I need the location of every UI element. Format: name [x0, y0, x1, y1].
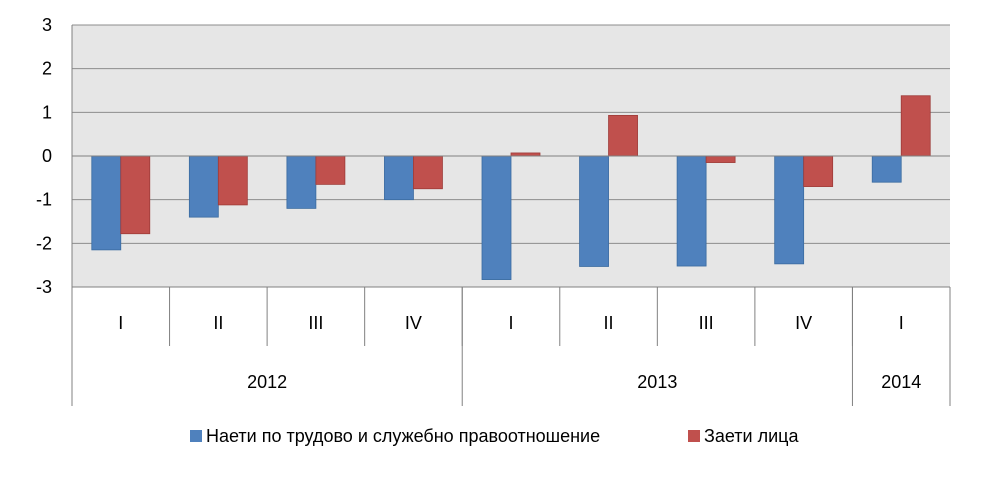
- bar-employees-8: [871, 155, 902, 183]
- category-label: I: [899, 313, 904, 333]
- bar-employees-3: [384, 155, 414, 201]
- legend-label: Заети лица: [704, 426, 799, 446]
- legend-swatch: [688, 430, 700, 442]
- bar-employed-3: [413, 155, 443, 190]
- category-label: IV: [405, 313, 422, 333]
- bar-employed-2: [315, 155, 346, 185]
- y-tick-label: -2: [36, 233, 52, 253]
- legend-swatch: [190, 430, 202, 442]
- bar-employed-5: [608, 114, 638, 157]
- bar-employees-4: [481, 155, 512, 280]
- year-label: 2014: [881, 372, 921, 392]
- bar-employees-6: [676, 155, 707, 267]
- y-tick-label: 2: [42, 59, 52, 79]
- category-label: II: [213, 313, 223, 333]
- bar-employees-5: [579, 155, 609, 267]
- category-label: III: [308, 313, 323, 333]
- bar-employed-1: [217, 155, 248, 206]
- y-tick-label: 3: [42, 15, 52, 35]
- category-label: I: [508, 313, 513, 333]
- y-axis-labels: -3 -2 -1 0 1 2 3: [36, 15, 52, 297]
- y-tick-label: 0: [42, 146, 52, 166]
- bar-employed-7: [803, 155, 834, 187]
- bar-employees-0: [91, 155, 122, 251]
- bar-employees-2: [286, 155, 317, 209]
- legend-label: Наети по трудово и служебно правоотношен…: [206, 426, 600, 446]
- category-label: III: [699, 313, 714, 333]
- bars: [91, 95, 931, 280]
- category-label: I: [118, 313, 123, 333]
- y-tick-label: -3: [36, 277, 52, 297]
- bar-employed-8: [900, 95, 931, 157]
- bar-employed-6: [705, 155, 736, 163]
- category-label: II: [604, 313, 614, 333]
- year-label: 2012: [247, 372, 287, 392]
- y-tick-label: -1: [36, 190, 52, 210]
- bar-employed-0: [120, 155, 151, 235]
- category-label: IV: [795, 313, 812, 333]
- bar-employees-1: [188, 155, 219, 218]
- legend: Наети по трудово и служебно правоотношен…: [190, 426, 799, 446]
- y-tick-label: 1: [42, 102, 52, 122]
- bar-employees-7: [774, 155, 805, 265]
- year-label: 2013: [637, 372, 677, 392]
